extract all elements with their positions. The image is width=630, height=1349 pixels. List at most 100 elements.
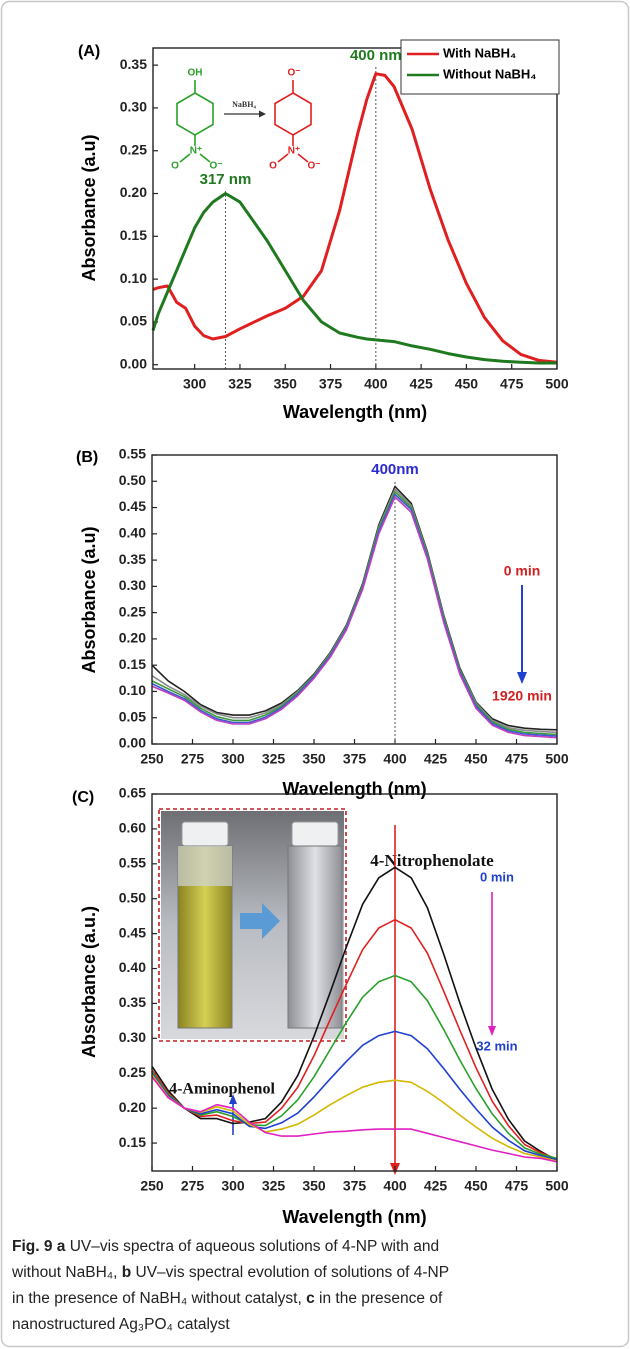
- x-tick-label: 375: [343, 751, 367, 767]
- y-tick-label: 0.55: [119, 446, 146, 462]
- caption-line: Fig. 9 a UV–vis spectra of aqueous solut…: [12, 1234, 618, 1260]
- y-tick-label: 0.40: [119, 959, 146, 975]
- legend-label: Without NaBH₄: [443, 66, 536, 81]
- x-tick-label: 375: [343, 1178, 367, 1194]
- scheme: OH N⁺ O O⁻ NaBH₄ O⁻ N⁺ O O⁻: [171, 68, 320, 172]
- reference-label: 400nm: [371, 461, 419, 478]
- x-tick-label: 250: [140, 1178, 164, 1194]
- caption-line: nanostructured Ag₃PO₄ catalyst: [12, 1312, 618, 1338]
- x-tick-label: 400: [383, 751, 407, 767]
- y-tick-label: 0.40: [119, 525, 146, 541]
- reaction-arrowhead: [259, 110, 266, 118]
- reactant-ring: [176, 92, 214, 136]
- caption-text: UV–vis spectral evolution of solutions o…: [131, 1264, 450, 1281]
- reference-label: 317 nm: [200, 171, 252, 188]
- cuvette-top: [178, 846, 232, 886]
- cap: [181, 821, 229, 847]
- caption-text: nanostructured Ag₃PO₄ catalyst: [12, 1316, 230, 1333]
- x-tick-label: 450: [464, 1178, 488, 1194]
- x-tick-label: 250: [140, 751, 164, 767]
- series-line: [152, 72, 558, 364]
- y-tick-label: 0.30: [119, 577, 146, 593]
- x-tick-label: 475: [500, 376, 524, 392]
- y-tick-label: 0.10: [119, 682, 146, 698]
- x-tick-label: 300: [221, 1178, 245, 1194]
- arrowhead: [517, 672, 527, 684]
- x-tick-label: 500: [545, 751, 569, 767]
- reagent: NaBH₄: [232, 100, 256, 109]
- y-tick-label: 0.30: [120, 99, 147, 115]
- caption-text: in the presence of: [314, 1290, 443, 1307]
- scheme-label: O⁻: [287, 68, 300, 79]
- reference-label: 400 nm: [350, 47, 402, 64]
- x-axis-label: Wavelength (nm): [283, 402, 427, 422]
- series-line: [151, 866, 558, 1162]
- product-ring: [274, 92, 312, 136]
- caption-text: without NaBH₄,: [12, 1264, 118, 1281]
- x-tick-label: 350: [302, 751, 326, 767]
- caption-line: in the presence of NaBH₄ without catalys…: [12, 1286, 618, 1312]
- y-tick-label: 0.45: [119, 498, 146, 514]
- annotation: 0 min: [480, 869, 514, 884]
- y-tick-label: 0.15: [120, 227, 147, 243]
- y-tick-label: 0.00: [119, 735, 146, 751]
- x-axis-label: Wavelength (nm): [282, 779, 426, 799]
- x-tick-label: 325: [228, 376, 252, 392]
- bond: [277, 153, 289, 163]
- y-tick-label: 0.50: [119, 472, 146, 488]
- x-tick-label: 375: [319, 376, 343, 392]
- arrow: [240, 903, 280, 939]
- cap: [291, 821, 339, 847]
- y-tick-label: 0.25: [119, 1064, 146, 1080]
- caption-text: in the presence of NaBH₄ without catalys…: [12, 1290, 302, 1307]
- caption-line: without NaBH₄, b UV–vis spectral evoluti…: [12, 1260, 618, 1286]
- x-tick-label: 425: [424, 751, 448, 767]
- y-axis-label: Absorbance (a.u): [79, 526, 99, 673]
- series-line: [151, 974, 558, 1160]
- inset-photo: [158, 808, 347, 1042]
- series-line: [151, 496, 558, 739]
- annotation: 4-Nitrophenolate: [370, 851, 494, 870]
- bond: [297, 153, 309, 163]
- caption-text: a: [52, 1238, 66, 1255]
- caption-text: b: [117, 1264, 132, 1281]
- y-tick-label: 0.30: [119, 1029, 146, 1045]
- annotation: 4-Aminophenol: [169, 1081, 275, 1098]
- series-line: [151, 1030, 558, 1161]
- x-tick-label: 325: [262, 751, 286, 767]
- x-tick-label: 450: [464, 751, 488, 767]
- annotation: 32 min: [476, 1038, 517, 1053]
- y-tick-label: 0.05: [120, 313, 147, 329]
- x-tick-label: 450: [455, 376, 479, 392]
- panel-label: (C): [72, 789, 94, 806]
- scheme-label: O⁻: [209, 161, 222, 172]
- panel-label: (B): [76, 449, 98, 466]
- y-tick-label: 0.60: [119, 820, 146, 836]
- x-tick-label: 400: [364, 376, 388, 392]
- caption-text: UV–vis spectra of aqueous solutions of 4…: [65, 1238, 440, 1255]
- x-tick-label: 425: [409, 376, 433, 392]
- y-tick-label: 0.35: [119, 551, 146, 567]
- y-axis-label: Absorbance (a.u): [79, 134, 99, 281]
- annotation: 1920 min: [492, 688, 552, 704]
- y-tick-label: 0.45: [119, 924, 146, 940]
- y-tick-label: 0.65: [119, 785, 146, 801]
- x-tick-label: 275: [181, 1178, 205, 1194]
- arrowhead: [229, 1094, 237, 1104]
- x-tick-label: 425: [424, 1178, 448, 1194]
- series-line: [151, 918, 558, 1160]
- y-tick-label: 0.15: [119, 656, 146, 672]
- x-tick-label: 325: [262, 1178, 286, 1194]
- y-tick-label: 0.50: [119, 889, 146, 905]
- y-tick-label: 0.15: [119, 1134, 146, 1150]
- bond: [199, 153, 211, 163]
- y-tick-label: 0.10: [120, 270, 147, 286]
- plot-frame: [151, 793, 558, 1172]
- bond: [179, 153, 191, 163]
- x-tick-label: 475: [505, 1178, 529, 1194]
- x-tick-label: 300: [221, 751, 245, 767]
- x-tick-label: 275: [181, 751, 205, 767]
- arrowhead: [488, 1026, 496, 1036]
- caption-text: c: [301, 1290, 315, 1307]
